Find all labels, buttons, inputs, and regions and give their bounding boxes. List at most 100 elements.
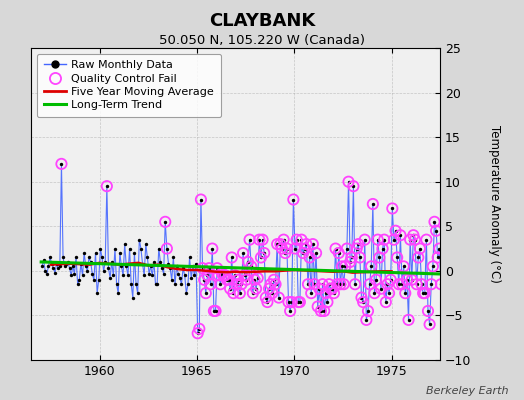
Point (270, 276, 278, 283)
Point (260, 250, 268, 256)
Point (433, 254, 442, 261)
Point (435, 245, 443, 252)
Point (224, 276, 233, 283)
Point (422, 236, 431, 243)
Point (100, 268, 108, 274)
Point (294, 299, 302, 305)
Point (127, 281, 135, 288)
Point (432, 228, 440, 234)
Point (343, 245, 351, 252)
Point (42, 270, 51, 277)
Point (383, 281, 391, 288)
Point (285, 299, 293, 305)
Point (356, 254, 364, 261)
Point (214, 272, 223, 278)
Point (417, 281, 425, 288)
Point (304, 281, 312, 288)
Point (307, 290, 315, 296)
Point (244, 259, 252, 265)
Point (390, 236, 398, 243)
Point (421, 290, 429, 296)
Point (297, 236, 305, 243)
Point (236, 290, 244, 296)
Point (429, 263, 437, 270)
Point (323, 299, 332, 305)
Point (289, 196, 298, 203)
Point (216, 281, 225, 288)
Point (239, 250, 247, 256)
Point (419, 290, 427, 296)
Text: CLAYBANK: CLAYBANK (209, 12, 315, 30)
Point (338, 263, 346, 270)
Point (326, 286, 335, 292)
Point (211, 308, 220, 314)
Point (276, 241, 285, 247)
Point (249, 290, 257, 296)
Point (80, 250, 89, 256)
Point (385, 290, 393, 296)
Point (263, 299, 271, 305)
Point (184, 281, 192, 288)
Point (385, 290, 393, 296)
Point (268, 290, 277, 296)
Point (273, 241, 281, 247)
Point (103, 183, 111, 189)
Point (62, 260, 71, 267)
Point (66, 265, 74, 271)
Point (319, 281, 327, 288)
Point (111, 245, 119, 252)
Point (242, 276, 250, 283)
Point (395, 281, 403, 288)
Point (297, 236, 305, 243)
Point (396, 232, 405, 238)
Point (316, 308, 325, 314)
Point (432, 228, 440, 234)
Point (64, 259, 72, 265)
Point (391, 228, 400, 234)
Point (54, 265, 62, 271)
Point (119, 272, 127, 278)
Point (48, 260, 56, 267)
Point (93, 290, 101, 296)
Point (296, 299, 304, 305)
Point (226, 286, 234, 292)
Point (130, 250, 139, 256)
Point (427, 281, 435, 288)
Point (233, 281, 241, 288)
Point (294, 299, 302, 305)
Point (305, 254, 314, 261)
Point (362, 317, 370, 323)
Point (98, 254, 106, 261)
Point (377, 286, 385, 292)
Point (78, 272, 86, 278)
Point (187, 275, 195, 281)
Point (414, 254, 422, 261)
Point (252, 286, 260, 292)
Legend: Raw Monthly Data, Quality Control Fail, Five Year Moving Average, Long-Term Tren: Raw Monthly Data, Quality Control Fail, … (37, 54, 221, 117)
Point (77, 260, 85, 267)
Point (213, 265, 221, 271)
Point (182, 290, 191, 296)
Point (403, 276, 411, 283)
Point (395, 281, 403, 288)
Point (340, 281, 348, 288)
Point (354, 241, 363, 247)
Point (45, 263, 53, 270)
Point (180, 272, 189, 278)
Point (411, 236, 419, 243)
Point (260, 250, 268, 256)
Point (174, 270, 182, 277)
Point (38, 263, 46, 270)
Point (263, 299, 271, 305)
Point (226, 286, 234, 292)
Point (370, 290, 379, 296)
Point (143, 254, 151, 261)
Point (375, 254, 384, 261)
Point (285, 299, 293, 305)
Point (304, 281, 312, 288)
Point (60, 263, 69, 270)
Point (296, 299, 304, 305)
Point (367, 263, 375, 270)
Point (91, 250, 100, 256)
Point (330, 290, 338, 296)
